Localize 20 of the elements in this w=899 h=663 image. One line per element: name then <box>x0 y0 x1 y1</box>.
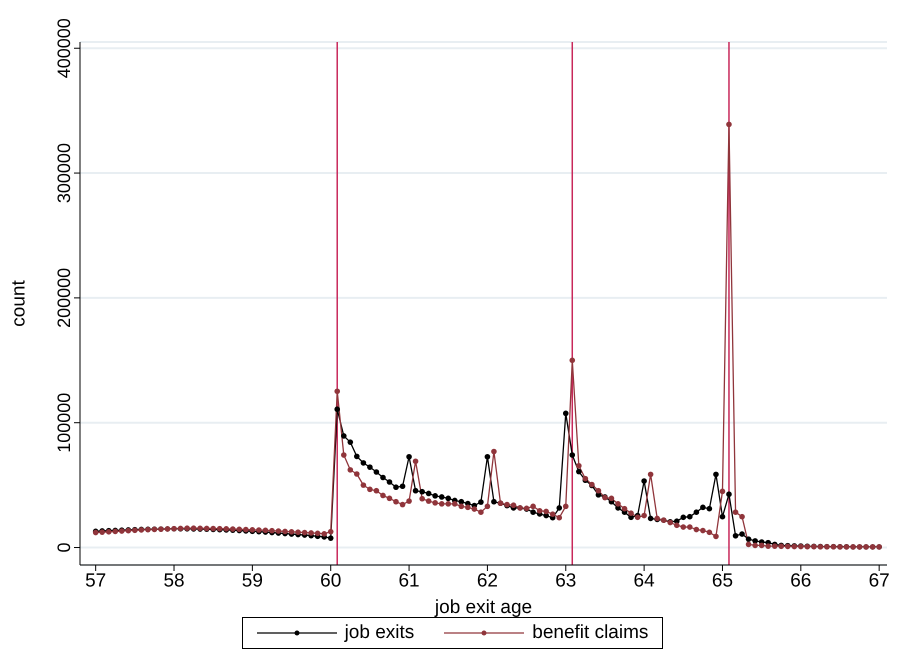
x-tick-label: 63 <box>555 570 576 592</box>
x-tick-label: 60 <box>320 570 342 592</box>
x-tick-label: 61 <box>398 570 420 592</box>
legend-label: benefit claims <box>532 622 648 644</box>
x-tick-label: 65 <box>712 570 734 592</box>
y-axis-title: count <box>8 280 30 327</box>
x-axis-title: job exit age <box>434 597 532 618</box>
x-tick-label: 58 <box>163 570 185 592</box>
y-tick-label: 0 <box>54 542 74 553</box>
y-tick-label: 200000 <box>54 268 74 328</box>
x-tick-label: 66 <box>790 570 812 592</box>
y-tick-label: 100000 <box>54 392 74 453</box>
x-tick-label: 59 <box>242 570 263 592</box>
y-tick-label: 400000 <box>54 18 74 78</box>
legend-label: job exits <box>344 622 414 644</box>
x-tick-label: 62 <box>476 570 498 592</box>
x-tick-label: 57 <box>85 570 106 592</box>
x-tick-label: 67 <box>868 570 890 592</box>
y-tick-label: 300000 <box>54 143 74 204</box>
x-tick-label: 64 <box>634 570 656 592</box>
